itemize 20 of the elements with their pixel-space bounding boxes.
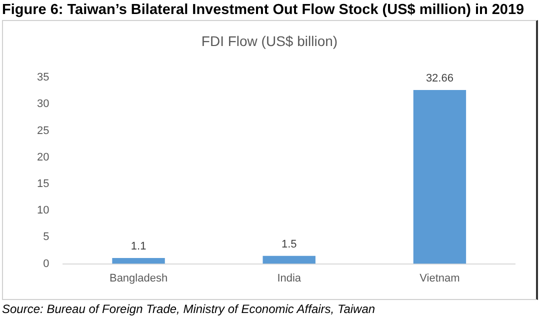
y-tick-label: 5 (43, 231, 50, 244)
data-label: 1.1 (130, 240, 146, 252)
bar (262, 256, 316, 264)
bar (112, 258, 165, 264)
x-tick-label: Vietnam (420, 272, 460, 284)
chart-subtitle: FDI Flow (US$ billion) (200, 33, 339, 49)
bar (413, 90, 466, 264)
y-tick-label: 30 (36, 98, 50, 110)
y-tick-label: 0 (43, 258, 50, 270)
data-label: 1.5 (281, 238, 297, 250)
x-tick-label: Bangladesh (109, 272, 168, 284)
y-tick-label: 35 (36, 72, 50, 84)
chart-title: Figure 6: Taiwan’s Bilateral Investment Out Flow Stock (US$ million) in 2019 (2, 2, 524, 18)
source-note: Source: Bureau of Foreign Trade, Ministry of Economic Affairs, Taiwan (2, 302, 376, 316)
y-tick-label: 10 (36, 204, 50, 217)
x-tick-label: India (277, 272, 302, 284)
y-tick-label: 15 (36, 178, 50, 190)
y-tick-label: 20 (36, 151, 50, 164)
data-label: 32.66 (426, 72, 454, 85)
y-tick-label: 25 (36, 124, 50, 137)
